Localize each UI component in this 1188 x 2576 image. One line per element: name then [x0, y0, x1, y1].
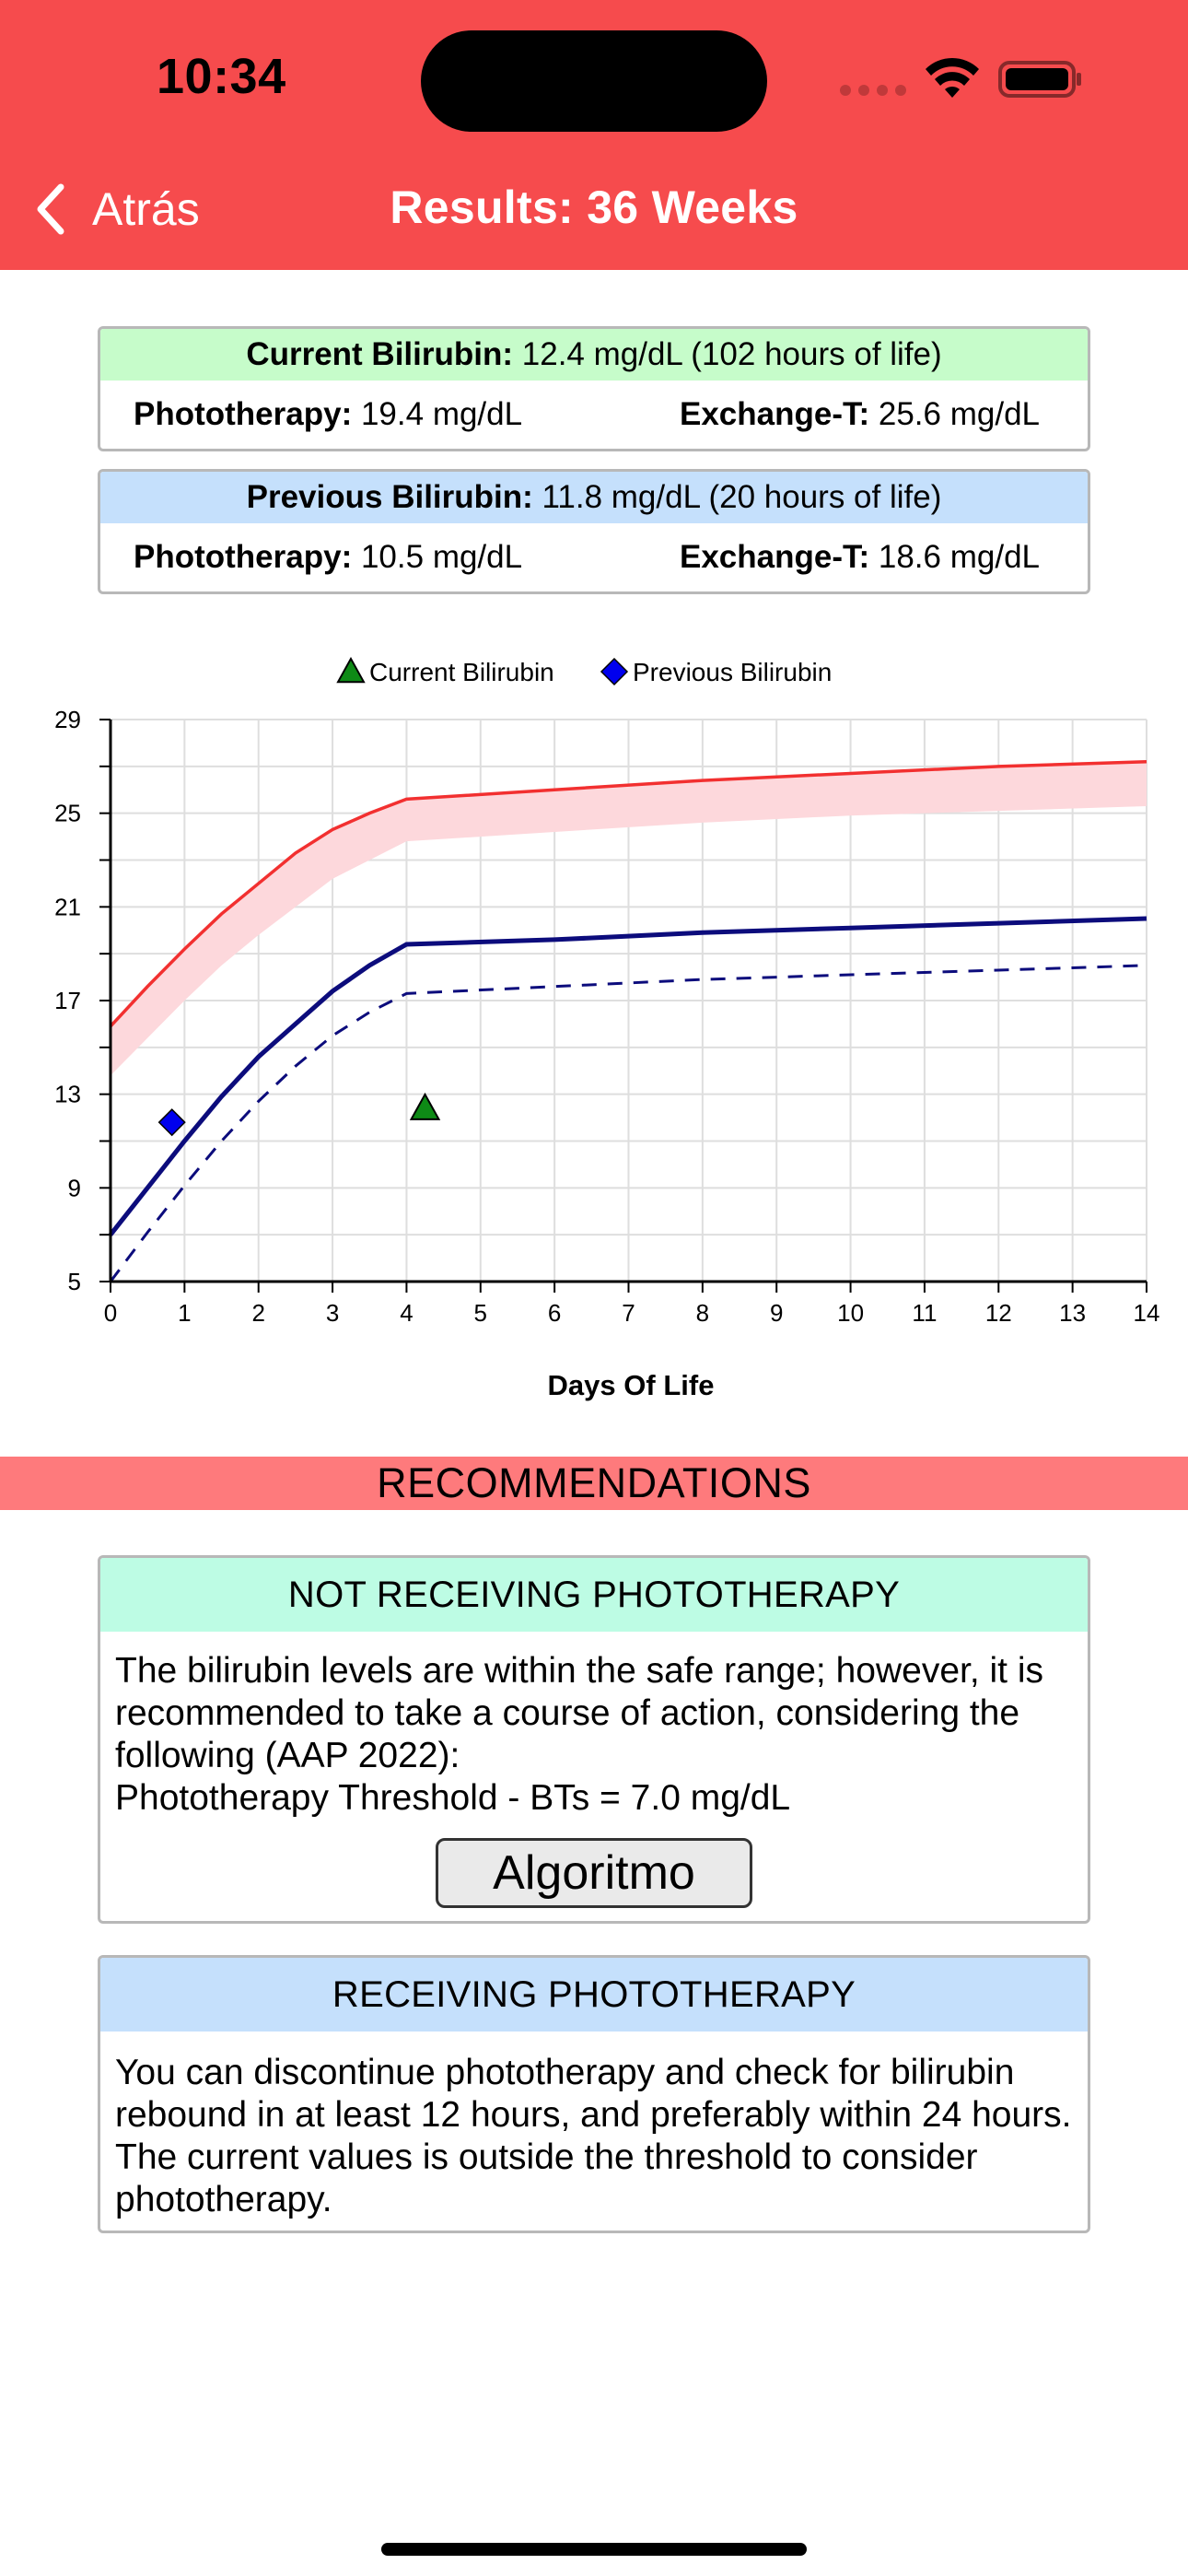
previous-bilirubin-header: Previous Bilirubin: 11.8 mg/dL (20 hours… — [100, 472, 1088, 523]
phototherapy-threshold-text: Phototherapy Threshold - BTs = 7.0 mg/dL — [115, 1777, 1073, 1820]
previous-bilirubin-card: Previous Bilirubin: 11.8 mg/dL (20 hours… — [98, 469, 1090, 594]
previous-bilirubin-label: Previous Bilirubin: — [247, 479, 533, 516]
y-tick-label: 5 — [68, 1268, 81, 1295]
not-receiving-phototherapy-card: NOT RECEIVING PHOTOTHERAPY The bilirubin… — [98, 1555, 1090, 1924]
current-bilirubin-value: 12.4 mg/dL (102 hours of life) — [522, 336, 942, 373]
previous-bilirubin-legend-marker — [601, 659, 627, 685]
current-bilirubin-legend-marker — [338, 659, 364, 682]
y-tick-label: 9 — [68, 1174, 81, 1201]
phototherapy-label: Phototherapy: — [134, 539, 352, 575]
battery-icon — [998, 60, 1083, 99]
not-receiving-text: The bilirubin levels are within the safe… — [115, 1650, 1073, 1777]
dynamic-island — [421, 30, 767, 132]
x-tick-label: 4 — [400, 1299, 413, 1327]
y-tick-label: 21 — [54, 893, 81, 920]
bilirubin-chart: 5 9 13 17 21 25 29 0 1 2 3 4 5 6 7 8 9 10 11 12 13 14 Days Of … — [0, 636, 1188, 1419]
receiving-body: You can discontinue phototherapy and che… — [100, 2032, 1088, 2231]
phototherapy-label: Phototherapy: — [134, 396, 352, 432]
current-bilirubin-point — [412, 1095, 439, 1119]
y-tick-label: 13 — [54, 1081, 81, 1108]
status-time: 10:34 — [157, 48, 286, 105]
receiving-header: RECEIVING PHOTOTHERAPY — [100, 1958, 1088, 2032]
recommendations-title: RECOMMENDATIONS — [0, 1457, 1188, 1510]
current-thresholds-row: Phototherapy: 19.4 mg/dL Exchange-T: 25.… — [100, 381, 1088, 449]
x-tick-label: 3 — [326, 1299, 339, 1327]
exchange-label: Exchange-T: — [680, 539, 869, 575]
not-receiving-body: The bilirubin levels are within the safe… — [100, 1632, 1088, 1921]
current-exchange: Exchange-T: 25.6 mg/dL — [680, 396, 1040, 433]
y-tick-label: 17 — [54, 987, 81, 1014]
current-bilirubin-label: Current Bilirubin: — [246, 336, 513, 373]
previous-bilirubin-value: 11.8 mg/dL (20 hours of life) — [542, 479, 942, 516]
x-tick-label: 11 — [912, 1299, 937, 1327]
home-indicator — [381, 2543, 807, 2556]
x-tick-label: 13 — [1059, 1299, 1086, 1327]
phototherapy-value: 19.4 mg/dL — [361, 396, 522, 432]
current-phototherapy: Phototherapy: 19.4 mg/dL — [134, 396, 522, 433]
x-tick-label: 8 — [696, 1299, 709, 1327]
exchange-value: 18.6 mg/dL — [879, 539, 1040, 575]
x-tick-label: 12 — [985, 1299, 1012, 1327]
previous-bilirubin-legend-label: Previous Bilirubin — [633, 658, 832, 686]
y-tick-label: 25 — [54, 800, 81, 827]
previous-bilirubin-point — [159, 1109, 185, 1135]
x-tick-label: 6 — [548, 1299, 561, 1327]
previous-phototherapy: Phototherapy: 10.5 mg/dL — [134, 539, 522, 576]
x-tick-label: 2 — [251, 1299, 264, 1327]
cellular-signal-icon — [840, 81, 906, 96]
current-bilirubin-card: Current Bilirubin: 12.4 mg/dL (102 hours… — [98, 326, 1090, 451]
x-tick-label: 1 — [178, 1299, 191, 1327]
not-receiving-header: NOT RECEIVING PHOTOTHERAPY — [100, 1558, 1088, 1632]
x-tick-label: 9 — [770, 1299, 783, 1327]
exchange-label: Exchange-T: — [680, 396, 869, 432]
x-tick-label: 10 — [837, 1299, 864, 1327]
current-bilirubin-header: Current Bilirubin: 12.4 mg/dL (102 hours… — [100, 329, 1088, 381]
navigation-header: 10:34 Atrás Results: 36 Weeks — [0, 0, 1188, 270]
receiving-text: You can discontinue phototherapy and che… — [115, 2052, 1073, 2221]
x-axis-title: Days Of Life — [548, 1369, 715, 1401]
page-title: Results: 36 Weeks — [0, 181, 1188, 234]
x-tick-label: 5 — [474, 1299, 487, 1327]
current-bilirubin-legend-label: Current Bilirubin — [369, 658, 554, 686]
receiving-phototherapy-card: RECEIVING PHOTOTHERAPY You can discontin… — [98, 1955, 1090, 2233]
algoritmo-button[interactable]: Algoritmo — [436, 1838, 752, 1908]
x-tick-label: 7 — [622, 1299, 635, 1327]
x-tick-label: 14 — [1134, 1299, 1160, 1327]
exchange-value: 25.6 mg/dL — [879, 396, 1040, 432]
wifi-icon — [924, 57, 981, 101]
phototherapy-value: 10.5 mg/dL — [361, 539, 522, 575]
previous-exchange: Exchange-T: 18.6 mg/dL — [680, 539, 1040, 576]
previous-thresholds-row: Phototherapy: 10.5 mg/dL Exchange-T: 18.… — [100, 523, 1088, 591]
y-tick-label: 29 — [54, 706, 81, 733]
x-tick-label: 0 — [104, 1299, 117, 1327]
